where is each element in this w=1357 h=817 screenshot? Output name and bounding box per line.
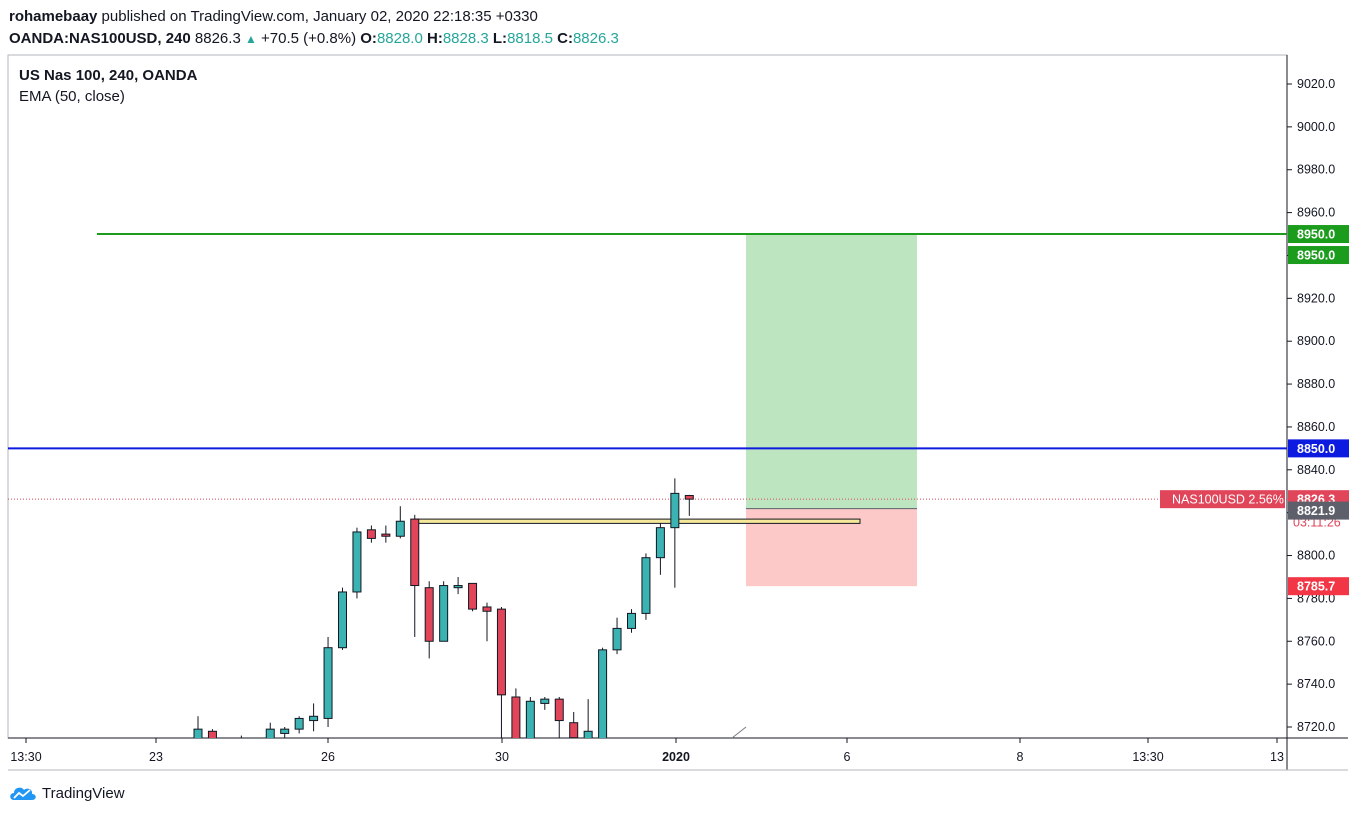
- price-tick-label: 8900.0: [1297, 334, 1335, 348]
- trend-line-fragment: [731, 726, 747, 739]
- plot-area-frame: [7, 54, 1288, 739]
- candle-body: [612, 627, 622, 651]
- stop-price-label: 8785.7: [1297, 580, 1335, 594]
- publish-info: rohamebaay published on TradingView.com,…: [9, 6, 619, 28]
- symbol-label-bg: [1160, 490, 1285, 509]
- candle-body: [525, 700, 535, 738]
- candle-body: [237, 740, 245, 744]
- candle-body: [598, 649, 608, 738]
- time-tick-label: 13: [1270, 750, 1284, 764]
- stop-price-label-bg: [1288, 577, 1349, 596]
- candle-body: [207, 730, 217, 738]
- price-tick-label: 8760.0: [1297, 634, 1335, 648]
- time-tick-label: 13:30: [10, 750, 41, 764]
- high-label: H:: [427, 30, 443, 47]
- hline-price-label-bg: [1288, 225, 1349, 244]
- resistance-zone: [413, 518, 861, 524]
- candle-body: [252, 744, 260, 750]
- time-tick-label: 26: [321, 750, 335, 764]
- low-label: L:: [492, 30, 508, 47]
- target-price-label: 8950.0: [1297, 249, 1335, 263]
- candle-body: [540, 698, 550, 704]
- candle-body: [309, 715, 319, 722]
- price-tick-label: 8720.0: [1297, 720, 1335, 734]
- symbol-interval: OANDA:NAS100USD, 240: [9, 30, 191, 47]
- publisher-name[interactable]: rohamebaay: [9, 8, 98, 25]
- candle-body: [670, 492, 680, 529]
- open-value: 8828.0: [376, 30, 423, 47]
- price-tick-label: 8880.0: [1297, 377, 1335, 391]
- price-tick-label: 8980.0: [1297, 163, 1335, 177]
- candle-body: [453, 585, 463, 589]
- candle-body: [684, 495, 694, 500]
- candle-body: [424, 587, 434, 642]
- symbol-change-label: NAS100USD 2.56%: [1172, 493, 1284, 507]
- candle-body: [294, 717, 304, 730]
- candle-body: [583, 730, 593, 738]
- candle-body: [366, 529, 376, 539]
- price-tick-label: 8860.0: [1297, 420, 1335, 434]
- price-tick-label: 9000.0: [1297, 120, 1335, 134]
- low-value: 8818.5: [507, 30, 553, 47]
- candle-body: [641, 557, 651, 614]
- published-text: published on TradingView.com, January 02…: [101, 8, 538, 25]
- target-zone: [746, 234, 917, 509]
- time-tick-label: 23: [149, 750, 163, 764]
- candle-body: [410, 518, 420, 587]
- time-tick-label: 2020: [662, 750, 690, 764]
- blue-line-price-label: 8850.0: [1297, 442, 1335, 456]
- tradingview-logo[interactable]: TradingView: [8, 784, 125, 802]
- price-change: +70.5 (+0.8%): [261, 30, 357, 47]
- price-tick-label: 8920.0: [1297, 291, 1335, 305]
- candle-body: [395, 520, 405, 537]
- candle-body: [468, 582, 478, 610]
- open-label: O:: [360, 30, 377, 47]
- close-label: C:: [557, 30, 573, 47]
- candle-body: [323, 647, 333, 719]
- price-tick-label: 8960.0: [1297, 206, 1335, 220]
- candle-body: [223, 746, 231, 748]
- candle-body: [439, 585, 449, 642]
- time-tick-label: 8: [1017, 750, 1024, 764]
- target-price-label-bg: [1288, 246, 1349, 265]
- ohlc-info: OANDA:NAS100USD, 240 8826.3 ▲ +70.5 (+0.…: [9, 28, 619, 50]
- entry-price-label: 8821.9: [1297, 504, 1335, 518]
- candle-body: [569, 722, 579, 738]
- candle-body: [193, 728, 203, 738]
- candle-body: [482, 606, 492, 612]
- candle-body: [280, 728, 290, 734]
- tradingview-cloud-icon: [10, 787, 36, 800]
- brand-name: TradingView: [42, 784, 125, 802]
- up-arrow-icon: ▲: [244, 32, 257, 46]
- price-tick-label: 8840.0: [1297, 463, 1335, 477]
- price-tick-label: 8800.0: [1297, 549, 1335, 563]
- candle-body: [511, 696, 521, 738]
- last-price: 8826.3: [194, 30, 241, 47]
- candle-body: [655, 527, 665, 559]
- legend-indicator[interactable]: EMA (50, close): [19, 88, 125, 105]
- close-value: 8826.3: [572, 30, 619, 47]
- hline-price-label: 8950.0: [1297, 228, 1335, 242]
- time-tick-label: 6: [844, 750, 851, 764]
- candle-body: [496, 608, 506, 696]
- candle-body: [381, 533, 391, 537]
- blue-line-price-label-bg: [1288, 439, 1349, 458]
- time-tick-label: 13:30: [1132, 750, 1163, 764]
- price-tick-label: 9020.0: [1297, 77, 1335, 91]
- chart-header: rohamebaay published on TradingView.com,…: [9, 6, 619, 50]
- time-tick-label: 30: [495, 750, 509, 764]
- candle-body: [265, 728, 275, 738]
- candles-group: [193, 478, 694, 750]
- candle-body: [338, 591, 347, 649]
- price-tick-label: 8740.0: [1297, 677, 1335, 691]
- entry-price-label-bg: [1288, 501, 1349, 520]
- candle-body: [554, 698, 564, 722]
- legend-title[interactable]: US Nas 100, 240, OANDA: [19, 67, 198, 84]
- high-value: 8828.3: [442, 30, 489, 47]
- candle-body: [352, 531, 362, 593]
- candle-body: [627, 612, 636, 629]
